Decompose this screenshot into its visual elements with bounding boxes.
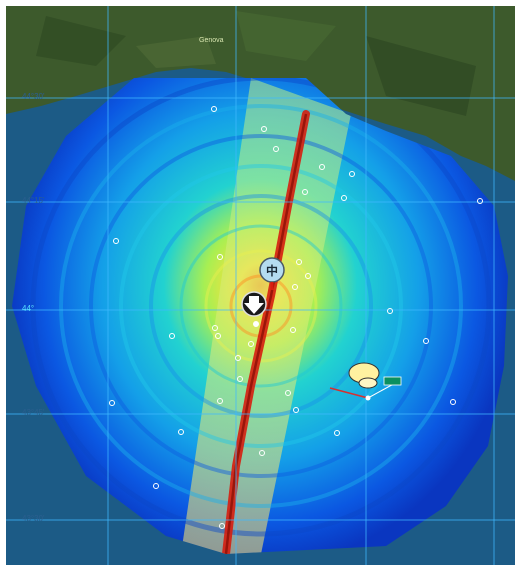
station-marker [248,341,254,347]
station-marker [153,483,159,489]
station-marker [450,399,456,405]
station-marker [259,450,265,456]
lat-label: 43°30' [22,514,45,523]
station-marker [237,376,243,382]
station-marker [477,198,483,204]
station-marker [387,308,393,314]
station-marker [211,106,217,112]
down-arrow-marker-icon[interactable] [241,291,267,327]
station-marker [169,333,175,339]
land-texture-4 [136,36,216,68]
map-canvas[interactable] [6,6,515,565]
station-marker [296,259,302,265]
station-marker [212,325,218,331]
land-texture-3 [366,36,476,116]
map-view[interactable]: Genova 44°30' 44°15' 44° 43°45' 43°30' 中 [6,6,515,565]
station-marker [217,254,223,260]
station-marker [305,273,311,279]
station-marker [319,164,325,170]
center-marker-label: 中 [266,264,279,278]
land-texture-1 [36,16,126,66]
station-marker [235,355,241,361]
ship-track-core [224,113,308,554]
lat-label: 43°45' [22,408,45,417]
station-marker [178,429,184,435]
station-marker [109,400,115,406]
lat-label: 44°30' [22,92,45,101]
land-texture-2 [236,11,336,61]
station-marker [341,195,347,201]
vessel-marker-icon[interactable] [329,362,402,401]
station-marker [423,338,429,344]
station-marker [293,407,299,413]
lat-label: 44°15' [22,196,45,205]
range-rings [30,78,492,537]
center-marker-icon[interactable] [259,257,285,290]
station-marker [302,189,308,195]
station-marker [215,333,221,339]
station-marker [217,398,223,404]
station-marker [292,284,298,290]
station-marker [349,171,355,177]
station-marker [273,146,279,152]
station-marker [334,430,340,436]
station-marker [219,523,225,529]
coordinate-grid [6,6,515,565]
lat-label: 44° [22,304,35,313]
station-marker [290,327,296,333]
station-marker [261,126,267,132]
city-label: Genova [199,37,224,44]
station-markers [109,106,483,529]
station-marker [113,238,119,244]
radar-coverage [12,78,508,554]
station-marker [285,390,291,396]
